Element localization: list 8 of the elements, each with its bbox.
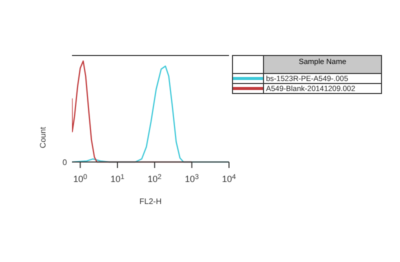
y-axis-title: Count <box>38 126 48 150</box>
x-tick-label: 10$^{2}$ <box>148 174 162 184</box>
x-tick-label: 10$^{3}$ <box>184 174 199 184</box>
x-tick-label: 10$^{1}$ <box>110 174 124 184</box>
x-tick-label: 10$^{0}$ <box>73 174 88 184</box>
x-axis-title: FL2-H <box>139 197 162 206</box>
text: 0 <box>62 158 68 167</box>
x-tick-label: 10$^{4}$ <box>222 174 236 184</box>
